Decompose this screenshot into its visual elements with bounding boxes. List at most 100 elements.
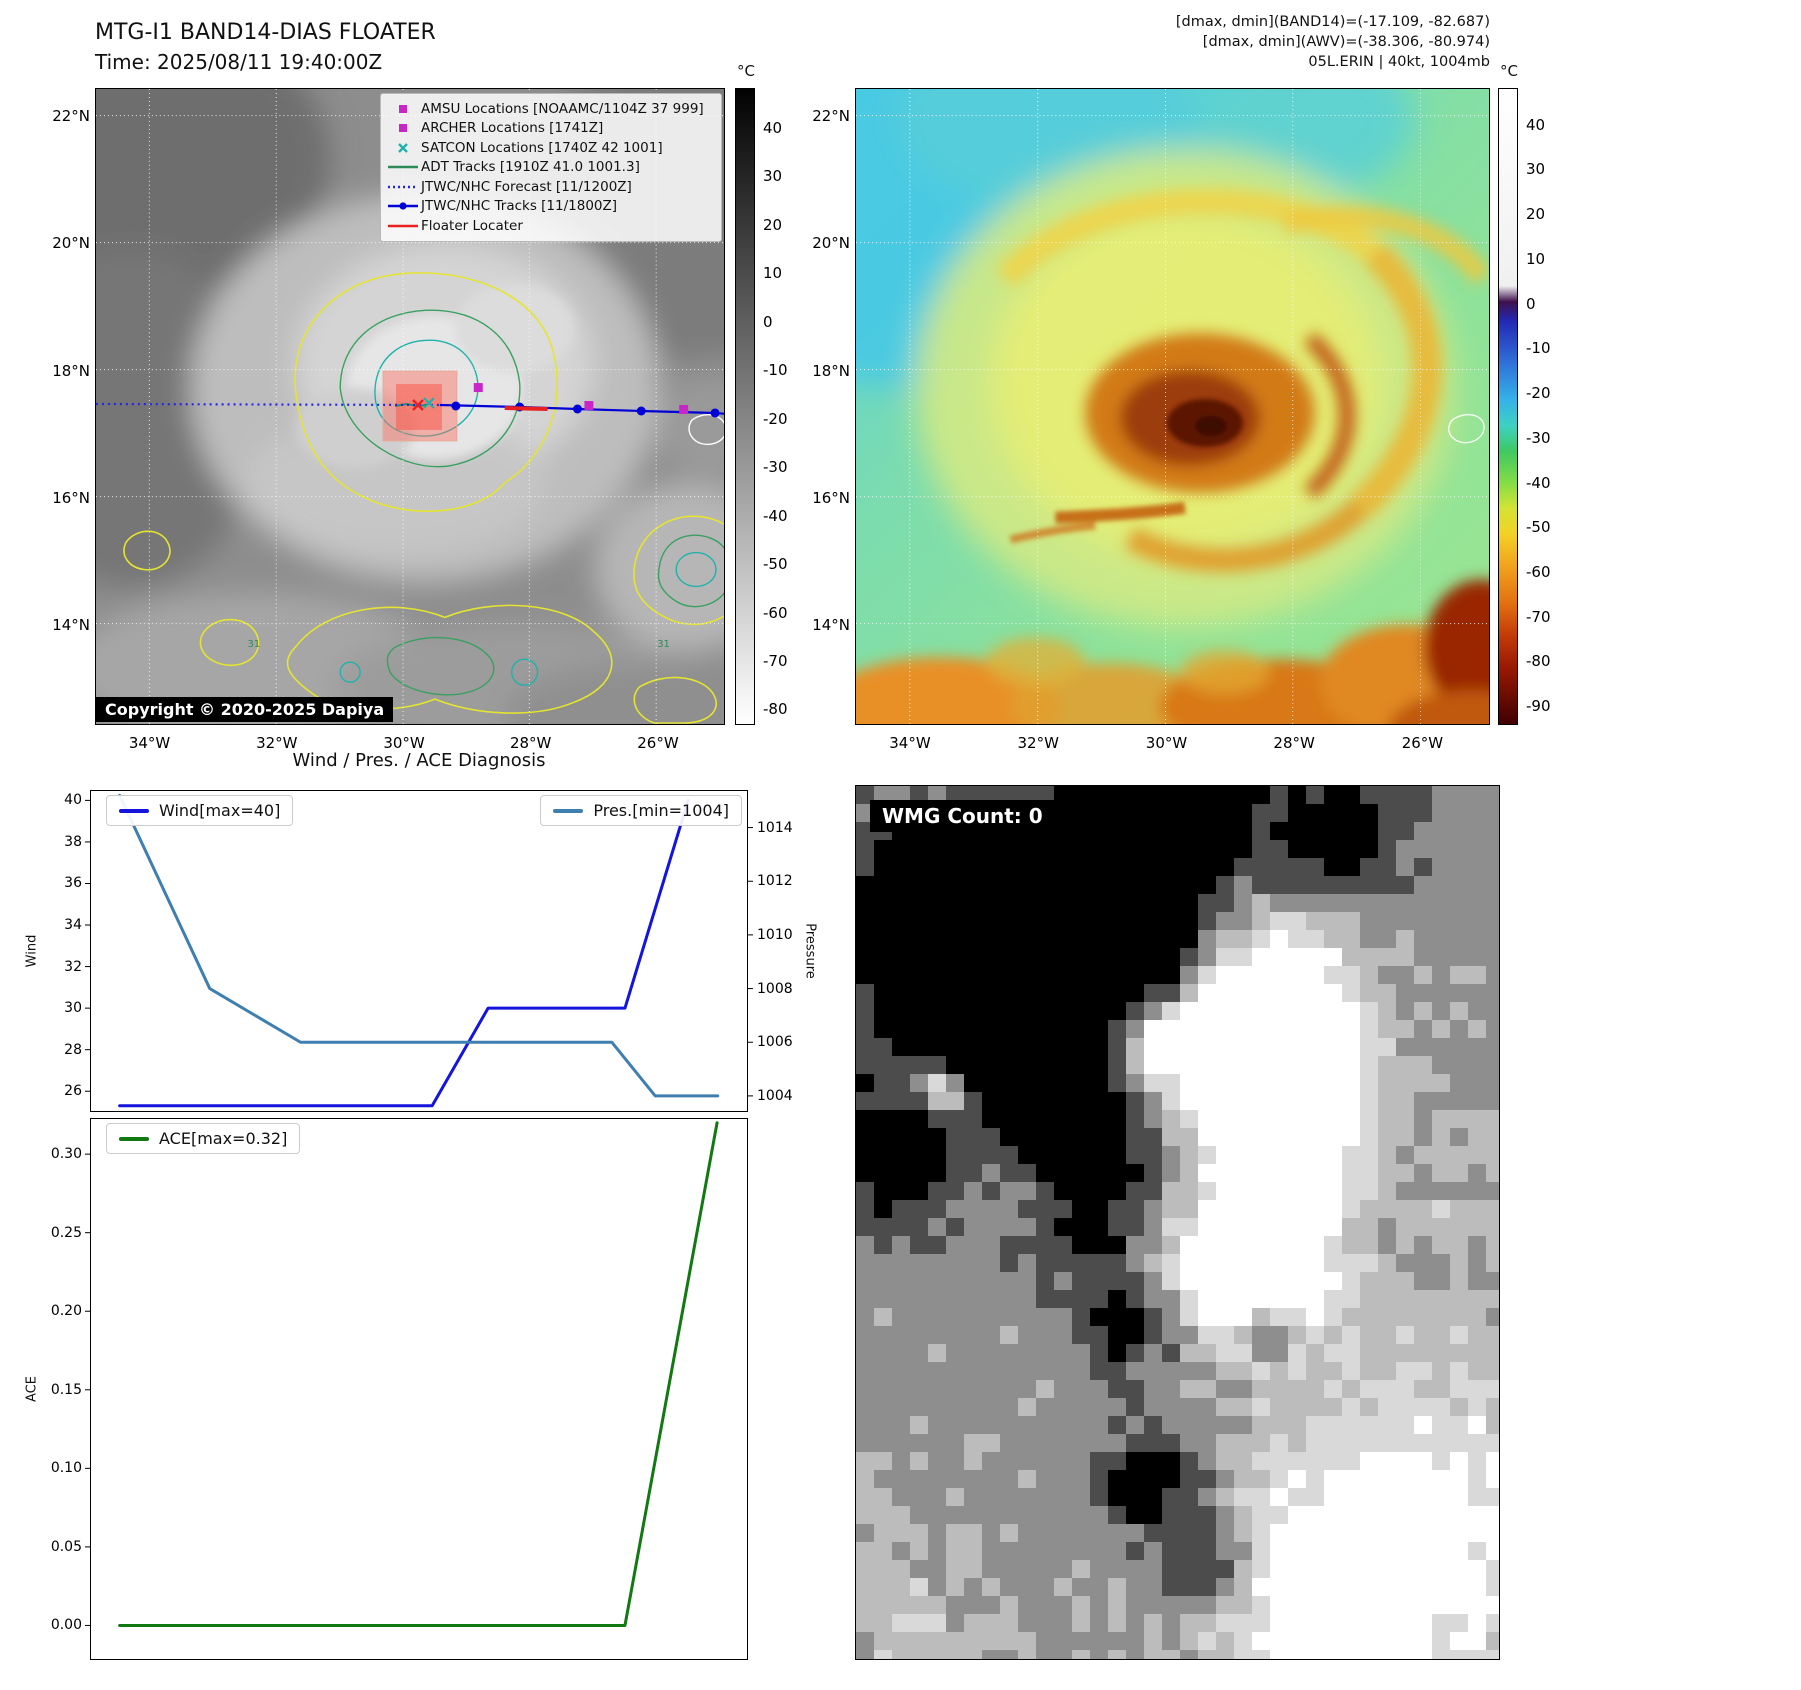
y-axis-label: Wind — [24, 934, 40, 968]
legend-item: JTWC/NHC Tracks [11/1800Z] — [385, 197, 715, 217]
lat-tick-label: 22°N — [52, 106, 90, 125]
colorbar-tick-label: 10 — [1526, 249, 1546, 268]
y-axis-tick: 0.00 — [50, 1617, 82, 1634]
archer-square-marker-icon — [385, 121, 421, 135]
right-y-axis-label: Pressure — [802, 923, 818, 979]
legend-label: ARCHER Locations [1741Z] — [421, 120, 604, 137]
lat-tick-label: 18°N — [812, 361, 850, 380]
lat-tick-label: 22°N — [812, 106, 850, 125]
lat-tick-label: 18°N — [52, 361, 90, 380]
legend-series-name: Pres.[min=1004] — [593, 801, 729, 820]
colorbar-tick-label: -70 — [763, 651, 788, 670]
wind-pressure-chart: 26 28 30 32 34 36 38 40 Wind 1004 1006 1008 1010 1012… — [25, 790, 818, 1112]
band14-map: 31 31 AMSU Locati — [52, 88, 725, 752]
colorbar-tick-label: 30 — [1526, 160, 1546, 179]
band14-colorbar: 40 30 20 10 0 -10 -20 -30 -40 -50 -60 -70 -80 — [735, 88, 788, 725]
y-axis-tick: 30 — [64, 1000, 82, 1017]
legend-series-name: Wind[max=40] — [159, 801, 281, 820]
legend-label: JTWC/NHC Forecast [11/1200Z] — [421, 178, 632, 195]
legend-line-sample — [553, 808, 584, 813]
colorbar-tick-label: 40 — [1526, 115, 1546, 134]
chart-legend: Wind[max=40] — [106, 795, 294, 826]
right-y-axis-tick: 1012 — [757, 873, 793, 890]
lon-tick-label: 32°W — [1017, 734, 1059, 752]
y-axis-tick: 0.25 — [50, 1224, 82, 1241]
lon-tick-label: 26°W — [1401, 734, 1444, 752]
storm-id-intensity: 05L.ERIN | 40kt, 1004mb — [1308, 54, 1490, 70]
colorbar-tick-label: -60 — [763, 603, 788, 622]
awv-map: 22°N 20°N 18°N 16°N 14°N 34°W 32°W 30°W 28°W 26°W — [812, 88, 1490, 752]
colorbar-tick-label: 20 — [1526, 205, 1546, 224]
colorbar-tick-label: 40 — [763, 118, 783, 137]
dmax-dmin-band14: [dmax, dmin](BAND14)=(-17.109, -82.687) — [1175, 14, 1490, 30]
satcon-x-icon — [398, 142, 408, 153]
contour-label: 31 — [657, 639, 670, 650]
dmax-dmin-awv: [dmax, dmin](AWV)=(-38.306, -80.974) — [1202, 34, 1490, 50]
series-line — [118, 798, 690, 1108]
colorbar-tick-label: -40 — [763, 506, 788, 525]
wmg-raster-image — [856, 786, 1504, 1668]
y-axis-tick: 0.30 — [50, 1146, 82, 1163]
colorbar-tick-label: 10 — [763, 264, 783, 283]
lon-tick-label: 28°W — [509, 734, 552, 752]
track-line-dot-marker-icon — [385, 199, 421, 213]
chart-legend: ACE[max=0.32] — [106, 1123, 301, 1154]
lon-tick-label: 34°W — [889, 734, 931, 752]
legend-label: AMSU Locations [NOAAMC/1104Z 37 999] — [421, 100, 704, 117]
lon-tick-label: 28°W — [1273, 734, 1315, 752]
jtwc-track-dots — [451, 401, 720, 418]
contour-label: 31 — [248, 639, 261, 650]
floater-line-marker-icon — [385, 219, 421, 233]
colorbar-tick-label: -30 — [763, 458, 788, 477]
y-axis-tick: 36 — [64, 875, 82, 892]
legend-label: SATCON Locations [1740Z 42 1001] — [421, 139, 663, 156]
lat-tick-label: 16°N — [812, 488, 850, 507]
floater-center-cross — [412, 399, 424, 411]
lon-tick-label: 30°W — [383, 734, 425, 752]
awv-satellite-image — [856, 89, 1489, 724]
legend-item: JTWC/NHC Forecast [11/1200Z] — [385, 177, 715, 197]
colorbar-tick-label: -20 — [1526, 384, 1551, 403]
contour-labels: 31 31 — [248, 639, 670, 650]
awv-colorbar: 40 30 20 10 0 -10 -20 -30 -40 -50 -60 -70 -80 -90 — [1498, 88, 1551, 725]
right-y-axis-tick: 1008 — [757, 980, 793, 997]
lat-tick-label: 14°N — [52, 616, 90, 635]
colorbar-tick-label: -40 — [1526, 473, 1551, 492]
lon-tick-label: 32°W — [256, 734, 298, 752]
colorbar-tick-label: -10 — [763, 361, 788, 380]
diagnosis-title: Wind / Pres. / ACE Diagnosis — [292, 750, 546, 771]
white-contour — [1448, 414, 1485, 444]
colorbar-tick-label: -90 — [1526, 697, 1551, 716]
band14-colorbar-unit: °C — [737, 62, 755, 80]
forecast-dotted-line-marker-icon — [385, 180, 421, 194]
legend-label: JTWC/NHC Tracks [11/1800Z] — [421, 198, 618, 215]
adt-line-icon — [388, 165, 418, 169]
lon-tick-label: 26°W — [637, 734, 679, 752]
colorbar-tick-label: -80 — [1526, 652, 1551, 671]
right-y-axis-tick: 1010 — [757, 926, 793, 943]
colorbar-tick-label: -50 — [763, 555, 788, 574]
amsu-square-icon — [399, 104, 407, 113]
y-axis-label: ACE — [24, 1376, 40, 1402]
series-line — [118, 1121, 719, 1627]
satcon-x-marker-icon — [385, 141, 421, 155]
colorbar-tick-label: 20 — [763, 215, 783, 234]
legend-series-name: ACE[max=0.32] — [159, 1129, 288, 1148]
lat-tick-label: 16°N — [52, 488, 90, 507]
legend-line-sample — [119, 1136, 149, 1141]
ace-chart: 0.00 0.05 0.10 0.15 0.20 0.25 0.30 ACE ACE[max=0… — [25, 1118, 748, 1660]
y-axis-tick: 34 — [64, 917, 82, 934]
y-axis-tick: 0.15 — [50, 1381, 82, 1398]
floater-locater-line — [504, 406, 548, 411]
lat-tick-label: 20°N — [52, 234, 90, 253]
lat-tick-label: 20°N — [812, 234, 850, 253]
colorbar-tick-label: -60 — [1526, 562, 1551, 581]
y-axis-tick: 0.10 — [50, 1460, 82, 1477]
legend-label: Floater Locater — [421, 217, 523, 234]
track-line-dot-icon — [388, 202, 418, 210]
colorbar-tick-label: 0 — [763, 312, 773, 331]
legend-item: AMSU Locations [NOAAMC/1104Z 37 999] — [385, 99, 715, 119]
series-line — [118, 793, 720, 1098]
y-axis-tick: 0.05 — [50, 1538, 82, 1555]
